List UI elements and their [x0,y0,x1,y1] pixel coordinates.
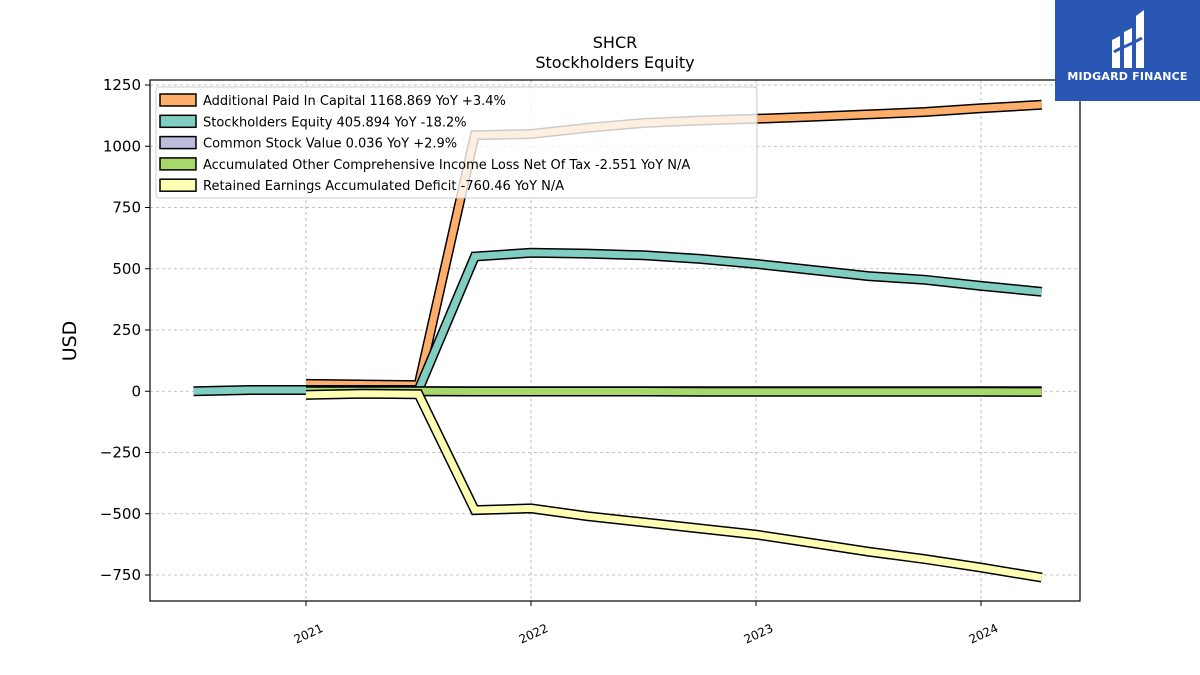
legend-label: Additional Paid In Capital 1168.869 YoY … [203,94,506,109]
y-tick-label: 500 [112,260,141,278]
legend-label: Common Stock Value 0.036 YoY +2.9% [203,137,457,152]
x-axis-ticks: 2021 2022 2023 2024 [292,601,1001,647]
legend-box [155,86,758,199]
series-line-1 [193,247,1043,397]
legend-swatch [159,157,197,171]
y-tick-label: 1000 [103,137,141,155]
x-tick-label: 2022 [517,621,551,647]
legend-swatch [159,114,197,129]
chart-title: SHCR [593,33,637,52]
series-outline [193,247,1043,397]
y-tick-label: −750 [100,566,141,584]
plot-frame [149,79,1081,602]
y-tick-label: 0 [131,382,141,400]
x-tick-label: 2021 [292,621,326,647]
legend-swatch [159,135,197,150]
series-stroke [193,249,1043,395]
y-tick-label: 250 [112,321,141,339]
logo-text: MIDGARD FINANCE [1067,70,1188,83]
series-stroke [305,390,1043,582]
legend-label: Stockholders Equity 405.894 YoY -18.2% [203,115,467,130]
legend-label: Accumulated Other Comprehensive Income L… [203,158,690,173]
legend-swatch [159,178,197,192]
midgard-finance-logo: MIDGARD FINANCE [1055,0,1200,101]
y-tick-label: −250 [100,444,141,462]
y-axis-ticks: −750 −500 −250 0 250 500 750 1000 1250 [100,76,150,584]
logo-mark-icon [1112,10,1144,68]
series-outline [305,388,1043,583]
x-tick-label: 2024 [967,621,1001,647]
y-tick-label: 1250 [103,76,141,94]
y-tick-label: −500 [100,505,141,523]
series-line-4 [305,388,1043,583]
x-tick-label: 2023 [742,621,776,647]
y-tick-label: 750 [112,199,141,217]
legend: Additional Paid In Capital 1168.869 YoY … [155,86,758,199]
y-axis-label: USD [59,321,81,362]
series-line-3 [306,386,1042,397]
chart-subtitle: Stockholders Equity [535,53,694,72]
series-stroke [306,387,1042,396]
legend-swatch [159,93,197,107]
legend-label: Retained Earnings Accumulated Deficit -7… [203,179,564,194]
